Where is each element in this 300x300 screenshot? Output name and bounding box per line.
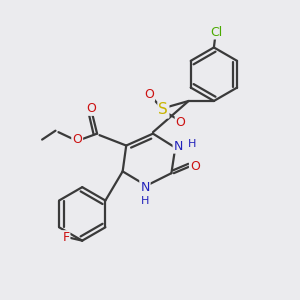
Text: H: H (188, 139, 196, 149)
Text: F: F (62, 231, 69, 244)
Text: O: O (176, 116, 186, 129)
Text: N: N (173, 140, 183, 153)
Text: H: H (141, 196, 149, 206)
Text: O: O (86, 102, 96, 115)
Text: O: O (144, 88, 154, 101)
Text: N: N (140, 181, 150, 194)
Text: S: S (158, 102, 168, 117)
Text: O: O (190, 160, 200, 173)
Text: Cl: Cl (211, 26, 223, 38)
Text: O: O (72, 133, 82, 146)
